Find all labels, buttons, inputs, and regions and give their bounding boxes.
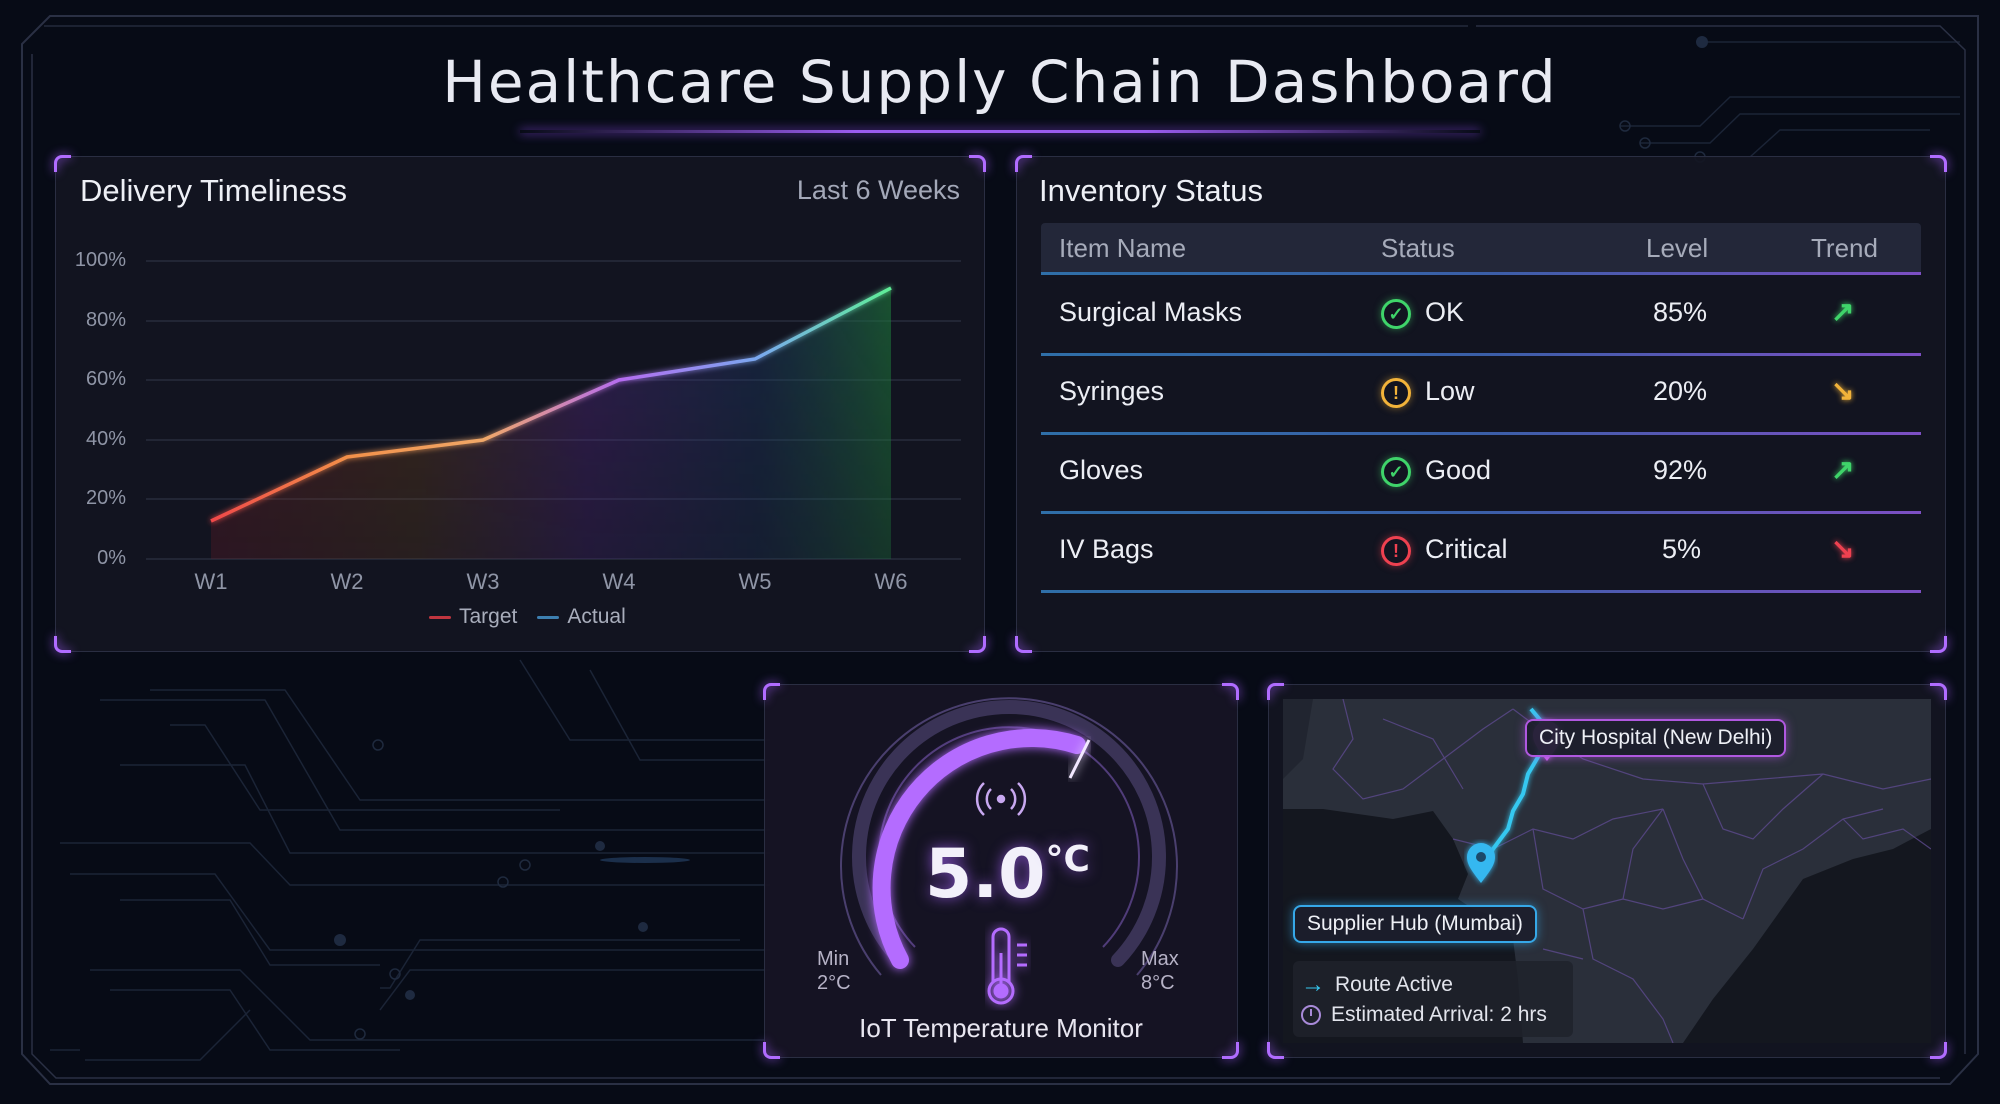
- delivery-timeliness-panel: Delivery Timeliness Last 6 Weeks 100% 80…: [54, 155, 986, 653]
- item-name: Gloves: [1059, 455, 1144, 485]
- status-text: Low: [1425, 376, 1475, 406]
- page-title: Healthcare Supply Chain Dashboard: [442, 48, 1558, 116]
- iot-temperature-panel: 5.0°C Min 2°C Max 8°C IoT Temperature Moni…: [763, 683, 1239, 1059]
- delivery-line-chart: [146, 260, 961, 560]
- level-value: 5%: [1662, 534, 1702, 564]
- origin-pin-icon: [1467, 843, 1495, 883]
- check-circle-icon: ✓: [1381, 299, 1411, 329]
- header-divider: [1041, 272, 1921, 275]
- gauge-caption: IoT Temperature Monitor: [859, 1013, 1143, 1043]
- table-row[interactable]: Syringes ! Low 20% ↘: [1017, 356, 1945, 434]
- x-tick: W2: [330, 569, 364, 594]
- status-text: Good: [1425, 455, 1492, 485]
- table-header: Item Name Status Level Trend: [1041, 223, 1921, 273]
- y-tick: 100%: [74, 249, 126, 271]
- period-selector[interactable]: Last 6 Weeks: [796, 175, 960, 205]
- level-value: 85%: [1653, 297, 1708, 327]
- table-row[interactable]: Surgical Masks ✓ OK 85% ↗: [1017, 275, 1945, 353]
- outer-frame: [20, 14, 1980, 1086]
- y-tick: 40%: [85, 428, 126, 450]
- route-map-panel: City Hospital (New Delhi) Supplier Hub (…: [1267, 683, 1947, 1059]
- legend-item-target[interactable]: Target: [429, 605, 517, 629]
- column-header-level[interactable]: Level: [1646, 233, 1709, 263]
- origin-label[interactable]: Supplier Hub (Mumbai): [1293, 905, 1537, 943]
- column-header-status[interactable]: Status: [1381, 233, 1455, 263]
- column-header-item[interactable]: Item Name: [1059, 233, 1187, 263]
- inventory-status-panel: Inventory Status Item Name Status Level …: [1015, 155, 1947, 653]
- title-underline: [520, 130, 1480, 133]
- trend-up-icon: ↗: [1831, 454, 1855, 485]
- y-tick: 80%: [85, 309, 126, 331]
- row-divider: [1041, 511, 1921, 514]
- legend-swatch-actual: [537, 615, 560, 619]
- destination-label[interactable]: City Hospital (New Delhi): [1525, 719, 1787, 757]
- table-row[interactable]: Gloves ✓ Good 92% ↗: [1017, 435, 1945, 513]
- wireless-signal-icon: [975, 782, 1027, 816]
- x-tick: W4: [602, 569, 636, 594]
- chart-legend: Target Actual: [429, 605, 626, 629]
- clock-icon: [1301, 1005, 1321, 1025]
- check-circle-icon: ✓: [1381, 457, 1411, 487]
- temperature-unit: °C: [1045, 839, 1090, 880]
- item-name: Syringes: [1059, 376, 1165, 406]
- thermometer-icon: [987, 927, 1027, 1005]
- route-status: → Route Active: [1301, 971, 1453, 998]
- status-text: OK: [1425, 297, 1465, 327]
- trend-down-icon: ↘: [1831, 375, 1855, 406]
- arrow-right-icon: →: [1301, 971, 1325, 998]
- level-value: 92%: [1653, 455, 1708, 485]
- trend-up-icon: ↗: [1831, 296, 1855, 327]
- x-tick: W5: [738, 569, 772, 594]
- temperature-value: 5.0°C: [925, 835, 1090, 914]
- row-divider: [1041, 353, 1921, 356]
- min-threshold: Min 2°C: [817, 948, 851, 994]
- eta-status: Estimated Arrival: 2 hrs: [1301, 1003, 1547, 1027]
- y-tick: 20%: [85, 487, 126, 509]
- item-name: IV Bags: [1059, 534, 1154, 564]
- column-header-trend[interactable]: Trend: [1811, 233, 1878, 263]
- table-row[interactable]: IV Bags ! Critical 5% ↘: [1017, 514, 1945, 592]
- max-threshold: Max 8°C: [1141, 948, 1179, 994]
- row-divider: [1041, 432, 1921, 435]
- y-tick: 0%: [97, 547, 126, 569]
- warning-circle-icon: !: [1381, 378, 1411, 408]
- status-text: Critical: [1425, 534, 1508, 564]
- level-value: 20%: [1653, 376, 1708, 406]
- legend-item-actual[interactable]: Actual: [537, 605, 626, 629]
- alert-circle-icon: !: [1381, 536, 1411, 566]
- panel-title: Delivery Timeliness: [80, 173, 348, 208]
- x-tick: W1: [194, 569, 228, 594]
- y-tick: 60%: [85, 368, 126, 390]
- panel-title: Inventory Status: [1039, 173, 1264, 208]
- temperature-gauge: [840, 697, 1178, 1005]
- x-tick: W3: [466, 569, 500, 594]
- legend-swatch-target: [429, 615, 451, 619]
- row-divider: [1041, 590, 1921, 593]
- x-tick: W6: [874, 569, 908, 594]
- item-name: Surgical Masks: [1059, 297, 1243, 327]
- trend-down-icon: ↘: [1831, 533, 1855, 564]
